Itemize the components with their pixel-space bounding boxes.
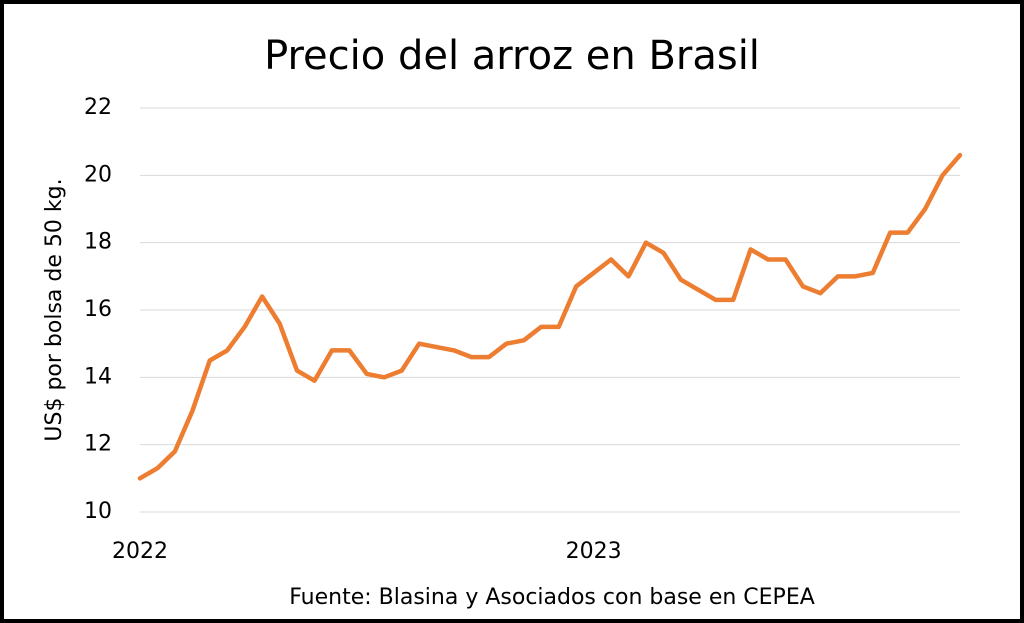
y-tick-label: 16 [84,297,112,322]
y-axis-label: US$ por bolsa de 50 kg. [42,178,67,441]
y-tick-label: 14 [84,364,112,389]
y-tick-label: 10 [84,499,112,524]
data-line [137,152,963,481]
y-tick-label: 22 [84,95,112,120]
chart-title: Precio del arroz en Brasil [264,33,760,79]
y-tick-label: 18 [84,230,112,255]
x-tick-label: 2022 [112,539,168,564]
x-tick-label: 2023 [566,539,622,564]
source-note: Fuente: Blasina y Asociados con base en … [289,585,815,610]
y-tick-label: 20 [84,162,112,187]
y-tick-label: 12 [84,432,112,457]
